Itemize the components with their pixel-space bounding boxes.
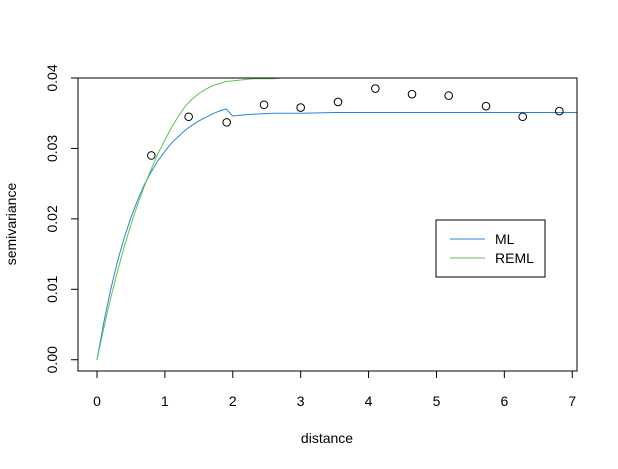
y-tick-label: 0.02 (44, 205, 60, 232)
series-layer (96, 78, 577, 360)
data-point (481, 101, 491, 111)
x-tick-label: 1 (161, 393, 169, 409)
y-axis-label: semivariance (3, 183, 19, 266)
data-point (333, 97, 343, 107)
data-point (555, 106, 564, 116)
y-tick-label: 0.01 (44, 275, 60, 302)
data-point (184, 112, 193, 122)
y-tick-label: 0.00 (44, 346, 60, 373)
x-tick-label: 7 (568, 393, 576, 409)
data-point (371, 84, 380, 93)
data-point (444, 91, 453, 100)
x-tick-label: 5 (433, 393, 441, 409)
legend-reml-label: REML (495, 250, 534, 266)
x-tick-label: 0 (93, 393, 101, 409)
data-point (518, 112, 527, 122)
data-point (222, 118, 231, 127)
x-tick-label: 3 (297, 393, 305, 409)
series-line-reml (96, 78, 325, 360)
x-tick-label: 6 (500, 393, 508, 409)
data-point (259, 100, 269, 110)
x-tick-label: 4 (365, 393, 373, 409)
y-tick-label: 0.03 (44, 135, 60, 162)
data-point (296, 103, 305, 112)
data-point (147, 151, 156, 160)
x-axis-label: distance (301, 430, 353, 446)
y-tick-label: 0.04 (44, 64, 60, 91)
y-axis: 0.00 0.01 0.02 0.03 0.04 (44, 64, 79, 373)
data-point (407, 89, 417, 99)
x-axis: 0 1 2 3 4 5 6 7 (93, 370, 576, 409)
legend-box (435, 219, 546, 278)
points-layer (147, 84, 564, 160)
x-tick-label: 2 (229, 393, 237, 409)
legend: ML REML (435, 219, 546, 278)
legend-ml-label: ML (495, 231, 515, 247)
series-line-ml (96, 108, 577, 360)
plot-area (96, 78, 577, 360)
